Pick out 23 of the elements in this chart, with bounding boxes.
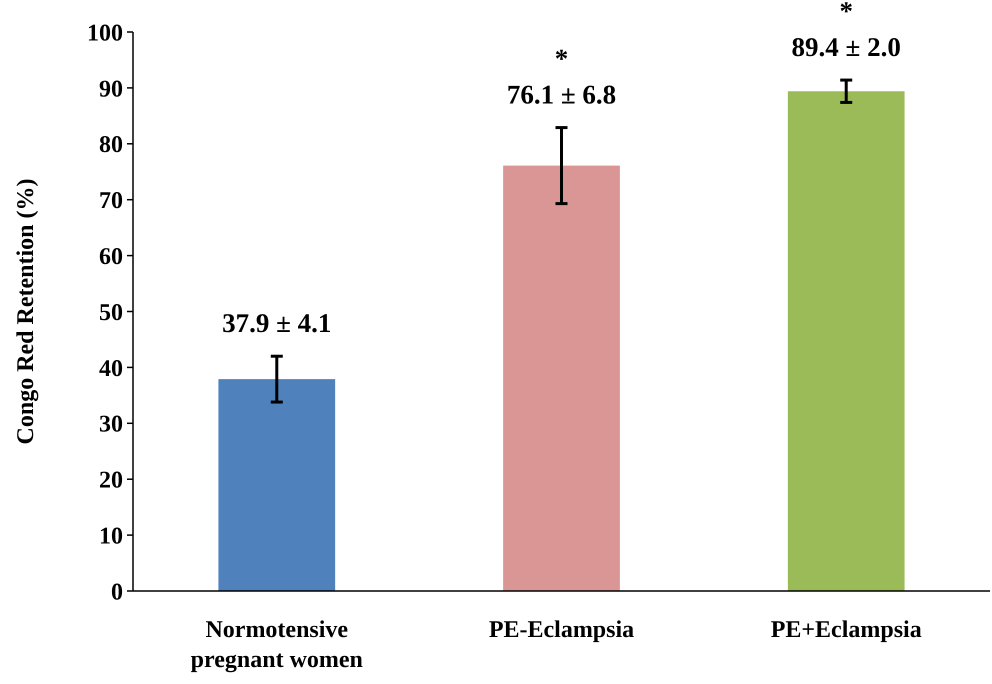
y-tick-label: 10	[99, 524, 123, 550]
data-label: 76.1 ± 6.8	[506, 80, 616, 110]
y-tick-label: 70	[99, 188, 123, 214]
annotation: *	[839, 0, 853, 26]
y-tick-label: 90	[99, 76, 123, 102]
y-axis-title: Congo Red Retention (%)	[13, 178, 39, 444]
x-tick-label: PE+Eclampsia	[770, 617, 922, 643]
data-label: 89.4 ± 2.0	[792, 32, 901, 62]
y-tick-label: 50	[99, 300, 123, 326]
bar	[218, 379, 336, 591]
y-tick-label: 40	[99, 356, 123, 382]
y-tick-label: 60	[99, 244, 123, 270]
x-tick-label: PE-Eclampsia	[488, 617, 634, 643]
data-label: 37.9 ± 4.1	[222, 308, 332, 338]
y-tick-label: 30	[99, 412, 123, 438]
annotation: *	[554, 44, 568, 74]
y-tick-label: 80	[99, 132, 123, 158]
y-tick-label: 0	[111, 579, 123, 606]
bar	[788, 91, 905, 591]
bar	[503, 166, 620, 591]
y-tick-label: 100	[87, 20, 123, 46]
x-tick-label: Normotensive pregnant women	[190, 617, 363, 673]
y-tick-label: 20	[99, 468, 123, 494]
